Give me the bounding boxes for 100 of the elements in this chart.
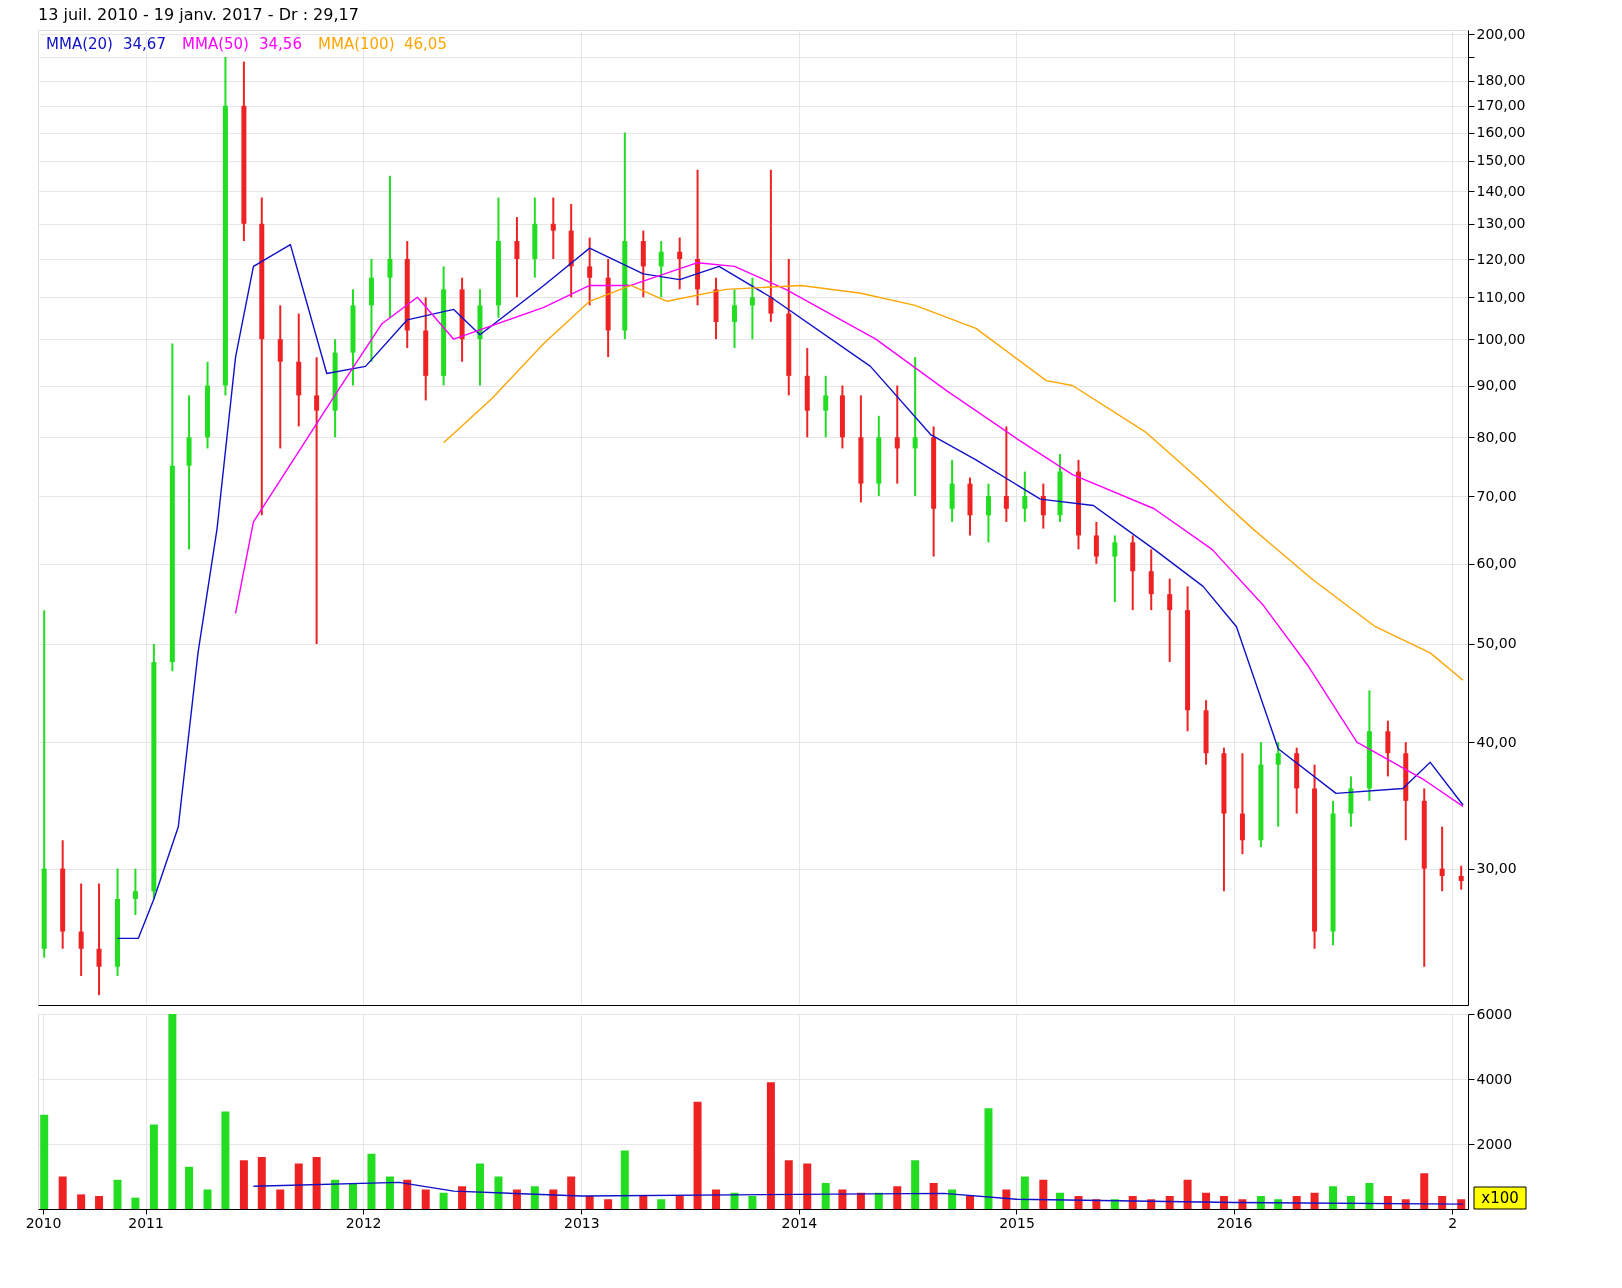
bar [113,1179,122,1209]
y-tick-label: 170,00 [1476,97,1526,114]
bar [1165,1196,1174,1209]
candlestick [514,216,520,299]
x-tick-label: 2010 [25,1214,62,1231]
bar [604,1199,613,1209]
candlestick [550,196,556,261]
candlestick [1003,425,1009,523]
candlestick [1458,864,1464,891]
y-tick-label: 2000 [1476,1135,1513,1152]
bar [403,1179,412,1209]
candlestick [1167,577,1173,663]
y-tick-label: 160,00 [1476,124,1526,140]
bar [458,1186,467,1209]
bar [221,1111,230,1209]
line-series [116,243,1464,940]
bar [421,1189,430,1209]
bar [312,1157,321,1209]
bar [567,1176,576,1209]
bar [1219,1196,1228,1209]
x-tick-label: 2014 [781,1214,818,1231]
text: MMA(20) [46,35,113,53]
candlestick [314,356,320,645]
bar [984,1108,993,1209]
candlestick [1112,534,1118,604]
candlestick [985,482,991,544]
chart-title: 13 juil. 2010 - 19 janv. 2017 - Dr : 29,17 [38,5,359,25]
candlestick [912,356,918,498]
candlestick [768,168,774,323]
bar [1256,1196,1265,1209]
bar [185,1166,194,1209]
line-series [252,1181,1464,1205]
y-tick-label: 60,00 [1476,555,1517,572]
bar [149,1124,158,1209]
y-tick-label: 50,00 [1476,635,1517,652]
bar [95,1196,104,1209]
y-tick-label: 6000 [1476,1005,1513,1022]
bar [530,1186,539,1209]
text: MMA(100) [318,35,395,53]
candlestick [132,867,138,916]
y-tick-label: 110,00 [1476,288,1526,305]
y-tick-label: 130,00 [1476,215,1526,232]
candlestick [1439,825,1445,893]
y-axis-title: x100 [1481,1189,1519,1207]
x-tick-label: 2011 [128,1214,164,1231]
candlestick [894,384,900,485]
x-tick-label: 2012 [345,1214,382,1231]
bar [239,1160,248,1209]
bar [203,1189,212,1209]
y-tick-label: 90,00 [1476,377,1517,394]
y-tick-label: 30,00 [1476,860,1517,877]
bar [385,1176,394,1209]
bar [1420,1173,1429,1209]
bar [276,1189,285,1209]
bar [348,1183,357,1209]
bar [748,1196,757,1209]
candlestick [277,304,283,450]
bar [1147,1199,1156,1209]
candlestick [1385,719,1391,778]
x-tick-label: 2015 [999,1214,1035,1231]
bar [40,1114,49,1209]
candlestick [1040,482,1046,530]
bar [965,1196,974,1209]
bar [331,1179,340,1209]
y-tick-label: 80,00 [1476,428,1517,445]
x-tick-label: 2013 [563,1214,600,1231]
y-tick-label: 200,00 [1476,25,1526,42]
bar [494,1176,503,1209]
candlestick [749,276,755,341]
y-tick-label: 100,00 [1476,330,1526,347]
bar [1002,1189,1011,1209]
bar [1020,1176,1029,1209]
bar [1329,1186,1338,1209]
bar [1365,1183,1374,1209]
bar [821,1183,830,1209]
text: MMA(50) [182,35,249,53]
bar [675,1196,684,1209]
x-tick-label: 2016 [1216,1214,1253,1231]
bar [1238,1199,1247,1209]
bar [512,1189,521,1209]
annotation: 34,56 [259,35,302,53]
candlestick [1275,741,1281,828]
candlestick [78,882,84,977]
bar [131,1197,140,1209]
candlestick [658,240,664,299]
y-tick-label: 140,00 [1476,182,1526,199]
bar [693,1101,702,1209]
candlestick [1148,548,1154,612]
candlestick [96,882,102,997]
candlestick [677,236,683,291]
bar [1401,1199,1410,1209]
bar [766,1082,775,1209]
bar [257,1157,266,1209]
annotation: 46,05 [404,35,447,53]
candlestick [1022,470,1028,523]
y-tick-label: 4000 [1476,1070,1513,1087]
bar [77,1194,86,1209]
bar [1092,1199,1101,1209]
candlestick [732,288,738,350]
candlestick [387,174,393,319]
